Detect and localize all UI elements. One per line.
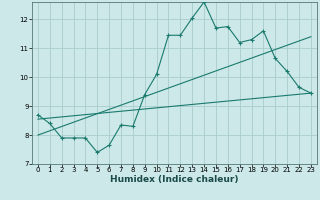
X-axis label: Humidex (Indice chaleur): Humidex (Indice chaleur) — [110, 175, 239, 184]
